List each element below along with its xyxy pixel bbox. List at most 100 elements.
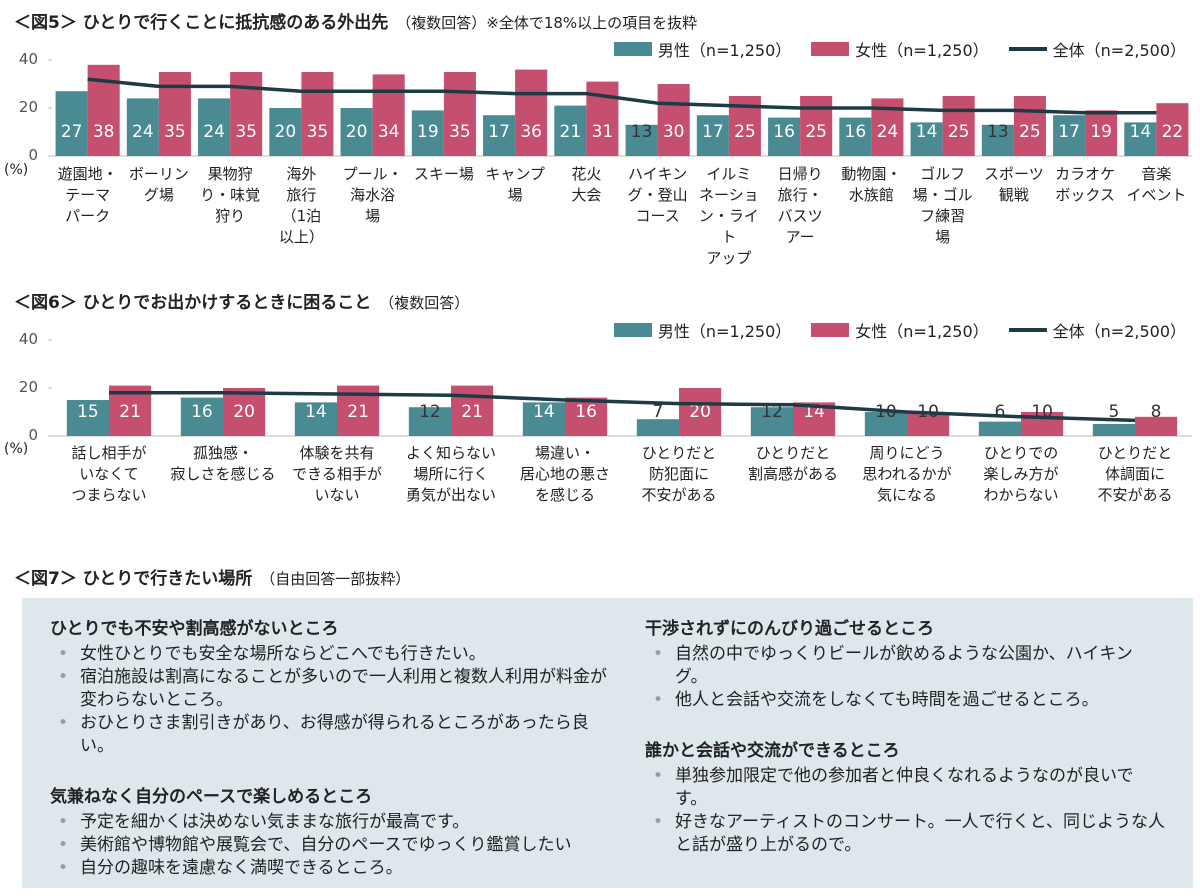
bar xyxy=(230,72,263,156)
legend-swatch xyxy=(811,42,850,56)
legend: 男性（n=1,250） 女性（n=1,250） 全体（n=2,500） xyxy=(600,318,1186,342)
value-label: 8 xyxy=(1151,402,1162,422)
overall-line xyxy=(109,391,1136,423)
group-heading: ひとりでも不安や割高感がないところ xyxy=(50,619,339,639)
x-tick-label: ひとりだと 割高感がある xyxy=(747,444,838,483)
bar xyxy=(55,91,88,156)
value-label: 35 xyxy=(307,122,329,142)
x-tick-label: 話し相手が いなくて つまらない xyxy=(71,444,147,504)
x-tick-label: 遊園地・ テーマ パーク xyxy=(57,165,118,225)
bar xyxy=(1135,416,1178,436)
x-tick-label: スキー場 xyxy=(413,165,474,183)
x-tick-label: 動物園・ 水族館 xyxy=(841,165,902,204)
bar xyxy=(1124,122,1157,156)
value-label: 5 xyxy=(1108,402,1119,422)
bar xyxy=(483,115,516,156)
bar xyxy=(372,74,405,156)
chart-title: ＜図6＞ ひとりでお出かけするときに困ること （複数回答） xyxy=(14,288,469,313)
column: 干渉されずにのんびり過ごせるところ自然の中でゆっくりビールが飲めるような公園か、… xyxy=(645,612,1165,881)
subtitle: （複数回答） xyxy=(379,294,470,312)
bar xyxy=(1085,110,1118,156)
y-unit: (%) xyxy=(4,441,29,457)
subtitle: （複数回答）※全体で18%以上の項目を抜粋 xyxy=(396,14,698,32)
x-tick-label: 花火 大会 xyxy=(571,165,602,204)
value-label: 17 xyxy=(1058,122,1080,142)
bar xyxy=(223,388,266,436)
value-label: 38 xyxy=(93,122,115,142)
value-label: 21 xyxy=(560,122,582,142)
value-label: 16 xyxy=(191,402,213,422)
value-label: 13 xyxy=(631,122,653,142)
bar xyxy=(1013,96,1046,156)
bar xyxy=(942,96,975,156)
value-label: 20 xyxy=(346,122,368,142)
bar xyxy=(750,407,793,436)
group-heading: 干渉されずにのんびり過ごせるところ xyxy=(645,619,934,639)
value-label: 25 xyxy=(948,122,970,142)
x-tick-label: キャンプ 場 xyxy=(485,165,545,204)
value-label: 16 xyxy=(845,122,867,142)
bar xyxy=(340,108,373,156)
value-label: 25 xyxy=(1019,122,1041,142)
value-label: 24 xyxy=(132,122,154,142)
bar xyxy=(1156,103,1189,156)
value-label: 13 xyxy=(987,122,1009,142)
title-text: ＜図5＞ ひとりで行くことに抵抗感のある外出先 xyxy=(14,13,389,33)
x-tick-label: 音楽 イベント xyxy=(1126,165,1187,204)
bar xyxy=(554,105,587,156)
group: ひとりでも不安や割高感がないところ女性ひとりでも安全な場所ならどこへでも行きたい… xyxy=(50,614,610,758)
group: 干渉されずにのんびり過ごせるところ自然の中でゆっくりビールが飲めるような公園か、… xyxy=(645,614,1165,712)
x-tick-label: ボーリン グ場 xyxy=(128,165,189,204)
legend-swatch xyxy=(811,323,850,337)
bar xyxy=(978,421,1021,436)
value-label: 24 xyxy=(203,122,225,142)
x-tick-label: ひとりだと 体調面に 不安がある xyxy=(1097,444,1173,504)
bar xyxy=(66,400,109,436)
legend-label: 男性（n=1,250） xyxy=(657,322,792,341)
bar xyxy=(907,412,950,436)
bullet-item: 宿泊施設は割高になることが多いので一人利用と複数人利用が料金が変わらないところ。 xyxy=(50,666,610,712)
value-label: 27 xyxy=(61,122,83,142)
value-label: 21 xyxy=(347,402,369,422)
bar xyxy=(301,72,334,156)
bar xyxy=(443,72,476,156)
value-label: 15 xyxy=(77,402,99,422)
legend-label: 女性（n=1,250） xyxy=(855,41,989,60)
x-tick-label: プール・ 海水浴 場 xyxy=(342,165,403,225)
section-title: ＜図7＞ ひとりで行きたい場所 （自由回答一部抜粋） xyxy=(14,564,410,589)
x-tick-label: ひとりだと 防犯面に 不安がある xyxy=(641,444,717,504)
value-label: 20 xyxy=(689,402,711,422)
value-label: 6 xyxy=(994,402,1005,422)
y-tick-label: 20 xyxy=(18,98,38,116)
value-label: 20 xyxy=(275,122,297,142)
quote-panel: ひとりでも不安や割高感がないところ女性ひとりでも安全な場所ならどこへでも行きたい… xyxy=(22,598,1193,888)
subtitle: （自由回答一部抜粋） xyxy=(260,570,411,588)
legend-label: 全体（n=2,500） xyxy=(1052,41,1186,60)
value-label: 21 xyxy=(461,402,483,422)
y-unit: (%) xyxy=(4,162,29,178)
bar xyxy=(515,69,548,156)
bar xyxy=(839,117,872,156)
bar xyxy=(910,122,943,156)
bar xyxy=(522,402,565,436)
x-tick-label: 日帰り 旅行・ バスツ アー xyxy=(777,165,823,246)
x-tick-label: よく知らない 場所に行く 勇気が出ない xyxy=(405,444,496,504)
bar xyxy=(294,402,337,436)
x-tick-label: 孤独感・ 寂しさを感じる xyxy=(170,444,276,483)
value-label: 31 xyxy=(592,122,614,142)
value-label: 19 xyxy=(1090,122,1112,142)
group-heading: 誰かと会話や交流ができるところ xyxy=(645,741,900,761)
bar xyxy=(657,84,690,156)
value-label: 16 xyxy=(773,122,795,142)
bar xyxy=(126,98,159,156)
title-text: ＜図6＞ ひとりでお出かけするときに困ること xyxy=(14,293,372,313)
column: ひとりでも不安や割高感がないところ女性ひとりでも安全な場所ならどこへでも行きたい… xyxy=(50,612,610,896)
bar xyxy=(565,397,608,436)
x-tick-label: イルミ ネーショ ン・ライト アップ xyxy=(698,165,759,267)
legend-label: 全体（n=2,500） xyxy=(1052,322,1186,341)
value-label: 17 xyxy=(702,122,724,142)
x-tick-label: スポーツ 観戦 xyxy=(984,165,1044,204)
value-label: 36 xyxy=(520,122,542,142)
y-tick-label: 0 xyxy=(28,146,38,164)
